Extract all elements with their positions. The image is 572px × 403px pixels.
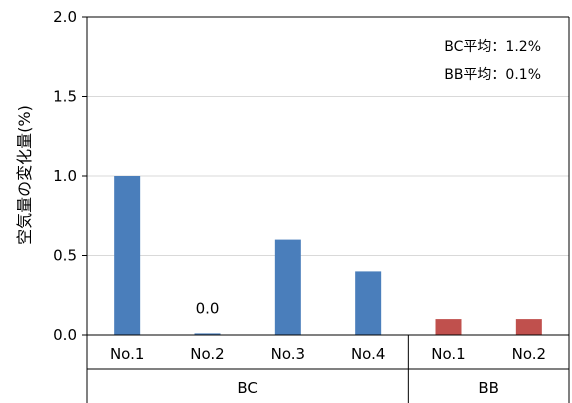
x-tick-label: No.1 (110, 345, 144, 363)
y-tick-label: 0.0 (53, 326, 77, 344)
x-tick-label: No.2 (512, 345, 546, 363)
y-tick-label: 1.5 (53, 88, 77, 106)
labels: 0.0 0.5 1.0 1.5 2.0 0.0 No.1 No.2 No.3 No.4 No.1 No… (53, 8, 546, 397)
axes (82, 16, 570, 403)
x-tick-label: No.4 (351, 345, 385, 363)
bar (435, 319, 462, 335)
y-tick-label: 0.5 (53, 247, 77, 265)
bar (194, 333, 221, 335)
bar (515, 319, 542, 335)
group-label: BC (237, 379, 258, 397)
bars (114, 176, 542, 335)
x-tick-label: No.3 (271, 345, 305, 363)
bar (355, 271, 382, 335)
y-tick-label: 2.0 (53, 8, 77, 26)
bar (114, 176, 141, 335)
x-tick-label: No.2 (190, 345, 224, 363)
y-axis-title: 空気量の変化量(%) (15, 105, 34, 245)
annotation-bc-average: BC平均：1.2% (444, 39, 541, 55)
x-tick-label: No.1 (431, 345, 465, 363)
annotation-bb-average: BB平均：0.1% (444, 67, 541, 83)
bar (274, 239, 301, 335)
y-tick-label: 1.0 (53, 167, 77, 185)
data-label: 0.0 (196, 299, 220, 317)
group-label: BB (478, 379, 499, 397)
